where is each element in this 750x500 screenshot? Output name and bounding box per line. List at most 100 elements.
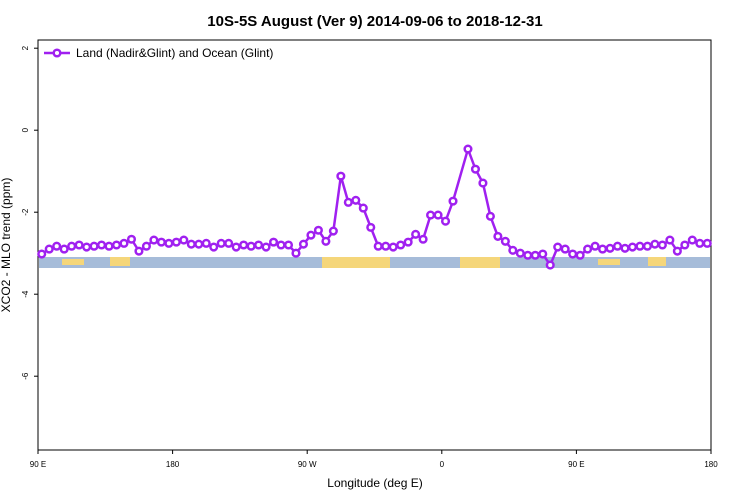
data-point (545, 260, 555, 270)
y-tick-label: 0 (21, 127, 30, 132)
data-point (448, 196, 458, 206)
data-point (605, 243, 615, 253)
data-point (403, 237, 413, 247)
data-point (246, 241, 256, 251)
data-point (433, 210, 443, 220)
data-point (351, 195, 361, 205)
data-point (104, 241, 114, 251)
data-point (515, 248, 525, 258)
data-point (201, 238, 211, 248)
data-point (82, 242, 92, 252)
data-point (298, 239, 309, 249)
data-point (321, 236, 331, 246)
data-point (470, 164, 481, 174)
data-point (141, 241, 151, 251)
data-point (665, 235, 675, 245)
data-point (261, 242, 271, 252)
data-point (553, 242, 563, 252)
data-point (373, 241, 383, 251)
data-point (642, 241, 652, 251)
data-point (500, 236, 510, 246)
data-point (194, 239, 204, 249)
data-point (44, 244, 54, 254)
data-point (463, 144, 473, 154)
x-tick-label: 90 E (30, 460, 46, 469)
data-point (328, 226, 338, 236)
data-point (358, 203, 368, 213)
x-tick-label: 0 (440, 460, 445, 469)
data-point (283, 240, 294, 250)
data-point (418, 234, 428, 244)
data-point (37, 249, 47, 259)
data-point (269, 237, 279, 247)
data-point (620, 243, 630, 253)
data-point (635, 241, 645, 251)
data-point (381, 241, 391, 251)
data-point (411, 229, 421, 239)
y-tick-label: -2 (21, 208, 30, 216)
data-point (336, 171, 346, 181)
data-point (179, 235, 189, 245)
chart-title: 10S-5S August (Ver 9) 2014-09-06 to 2018… (207, 13, 542, 30)
data-point (702, 238, 712, 248)
data-point (313, 225, 323, 235)
data-point (672, 246, 682, 256)
land-strip (110, 257, 130, 266)
data-point (89, 241, 99, 251)
data-point (254, 240, 264, 250)
data-point (52, 241, 62, 251)
data-point (149, 235, 159, 245)
x-tick-label: 180 (166, 460, 180, 469)
data-point (485, 211, 495, 221)
x-axis-label: Longitude (deg E) (327, 476, 422, 490)
data-point (650, 239, 660, 249)
data-point (134, 246, 144, 256)
data-point (426, 210, 436, 220)
data-point (59, 244, 69, 254)
y-tick-label: -4 (21, 290, 30, 298)
data-point (366, 222, 376, 232)
data-point (538, 249, 548, 259)
data-point (680, 240, 690, 250)
land-strip (598, 259, 620, 265)
data-point (560, 244, 570, 254)
data-point (209, 242, 219, 252)
x-tick-label: 90 E (568, 460, 584, 469)
data-point (396, 240, 406, 250)
data-point (186, 239, 196, 249)
legend-label: Land (Nadir&Glint) and Ocean (Glint) (76, 46, 273, 60)
data-point (493, 231, 503, 241)
data-point (590, 241, 600, 251)
map-strip (39, 257, 710, 268)
data-point (224, 238, 234, 248)
data-point (627, 242, 638, 252)
data-point (119, 238, 129, 248)
data-point (306, 230, 316, 240)
data-point (695, 238, 705, 248)
data-point (575, 250, 585, 260)
data-point (612, 241, 623, 251)
land-strip (460, 257, 500, 268)
data-point (239, 240, 249, 250)
data-point (276, 240, 286, 250)
data-point (291, 248, 301, 258)
land-strip (322, 257, 390, 268)
data-point (156, 237, 166, 247)
data-point (343, 197, 353, 207)
data-point (388, 242, 398, 252)
data-point (523, 250, 533, 260)
y-axis-label: XCO2 - MLO trend (ppm) (0, 178, 13, 313)
x-tick-label: 90 W (298, 460, 317, 469)
land-strip (62, 259, 84, 265)
data-point (111, 240, 122, 250)
data-point (568, 249, 578, 259)
data-point (231, 242, 241, 252)
data-point (598, 244, 608, 254)
data-point (67, 241, 77, 251)
y-tick-label: -6 (21, 372, 30, 380)
y-tick-label: 2 (21, 45, 30, 50)
data-point (530, 250, 540, 260)
x-tick-label: 180 (704, 460, 718, 469)
data-point (74, 240, 84, 250)
